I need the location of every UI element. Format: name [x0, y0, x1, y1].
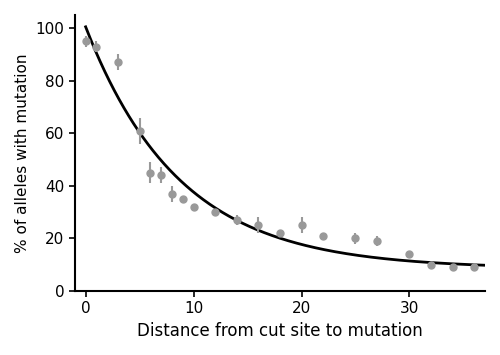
X-axis label: Distance from cut site to mutation: Distance from cut site to mutation: [137, 322, 423, 340]
Y-axis label: % of alleles with mutation: % of alleles with mutation: [15, 53, 30, 253]
